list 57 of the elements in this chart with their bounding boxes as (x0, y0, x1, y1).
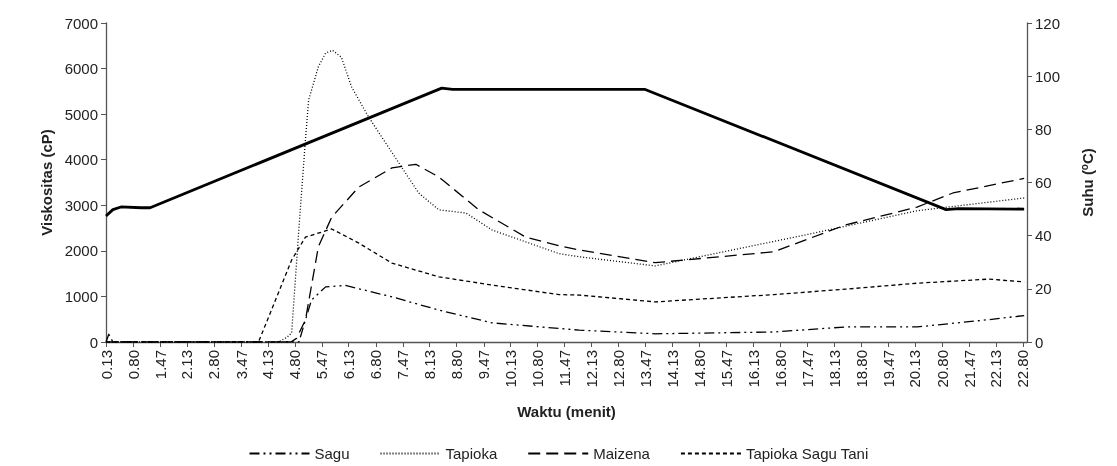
y2-tick-label: 40 (1035, 227, 1052, 245)
x-tick-label: 11.47 (556, 350, 574, 387)
x-axis-title: Waktu (menit) (517, 403, 616, 420)
y-tick-label: 4000 (64, 151, 98, 169)
y-tick-label: 3000 (64, 196, 98, 214)
x-tick-label: 2.80 (205, 350, 223, 380)
x-tick-label: 13.47 (637, 350, 655, 388)
x-tick-label: 16.80 (771, 350, 789, 388)
y2-tick-label: 80 (1035, 120, 1052, 138)
y-tick-label: 5000 (64, 105, 98, 123)
x-tick-label: 9.47 (475, 350, 493, 380)
x-tick-label: 4.80 (286, 350, 304, 380)
y2-axis-title: Suhu (oC) (1078, 148, 1096, 217)
x-tick-label: 12.80 (609, 350, 627, 388)
y-tick-label: 6000 (64, 60, 98, 78)
y-tick-label: 1000 (64, 287, 98, 305)
legend-label: Tapioka Sagu Tani (745, 445, 869, 462)
x-tick-label: 17.47 (798, 350, 816, 388)
y2-tick-label: 60 (1035, 174, 1052, 191)
x-tick-label: 0.80 (124, 350, 142, 380)
x-tick-label: 10.80 (529, 350, 547, 388)
x-tick-label: 15.47 (717, 350, 735, 388)
y2-tick-label: 100 (1035, 67, 1061, 85)
x-tick-label: 14.13 (663, 350, 681, 388)
x-tick-label: 1.47 (151, 350, 169, 380)
x-tick-label: 18.80 (852, 350, 870, 388)
x-tick-label: 5.47 (313, 350, 331, 380)
legend-label: Maizena (593, 445, 651, 462)
x-tick-label: 10.13 (501, 350, 519, 388)
x-tick-label: 14.80 (690, 350, 708, 388)
x-tick-label: 8.13 (421, 350, 439, 380)
x-tick-label: 21.47 (960, 350, 978, 388)
x-tick-label: 16.13 (744, 350, 762, 388)
x-tick-label: 4.13 (259, 350, 277, 380)
y-tick-label: 0 (89, 333, 98, 351)
legend-label: Tapioka (445, 445, 498, 462)
x-tick-label: 19.47 (879, 350, 897, 388)
y-tick-label: 2000 (64, 242, 98, 260)
x-tick-label: 20.13 (906, 350, 924, 388)
y2-tick-label: 0 (1035, 333, 1044, 351)
x-tick-label: 18.13 (825, 350, 843, 388)
x-tick-label: 22.80 (1014, 350, 1032, 388)
x-tick-label: 6.13 (340, 350, 358, 380)
legend-label: Sagu (314, 445, 350, 462)
x-tick-label: 6.80 (367, 350, 385, 380)
x-tick-label: 12.13 (582, 350, 600, 388)
y2-tick-label: 120 (1035, 14, 1061, 32)
x-tick-label: 7.47 (394, 350, 412, 380)
y-tick-label: 7000 (64, 14, 98, 32)
x-tick-label: 8.80 (448, 350, 466, 380)
x-tick-label: 2.13 (178, 350, 196, 380)
y2-tick-label: 20 (1035, 280, 1052, 298)
x-tick-label: 0.13 (97, 350, 115, 380)
x-tick-label: 20.80 (933, 350, 951, 388)
y-axis-title: Viskositas (cP) (37, 129, 55, 236)
x-tick-label: 3.47 (232, 350, 250, 380)
x-tick-label: 22.13 (987, 350, 1005, 388)
